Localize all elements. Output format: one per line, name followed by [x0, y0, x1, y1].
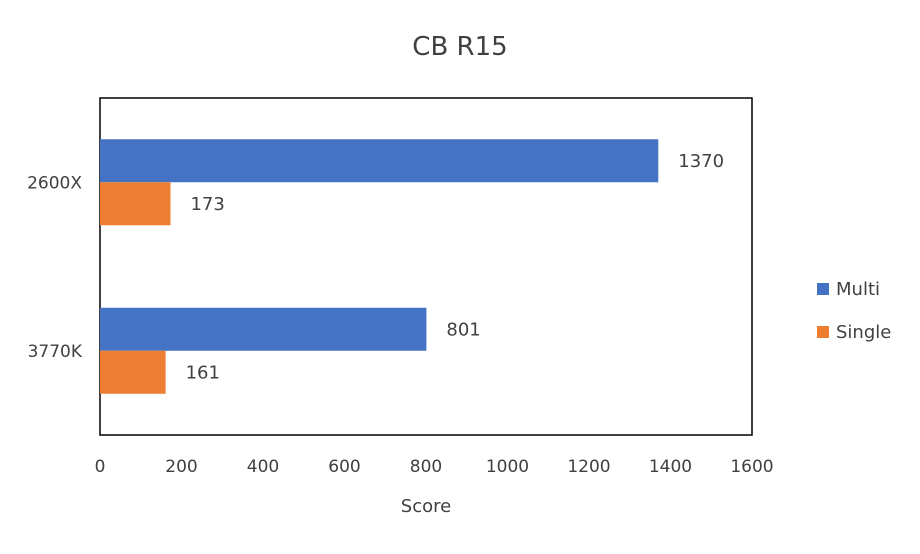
x-axis-title: Score	[401, 496, 451, 517]
legend-swatch-single	[817, 326, 829, 338]
x-axis-ticks: 0 200 400 600 800 1000 1200 1400 1600	[95, 457, 774, 477]
legend-label-multi: Multi	[836, 279, 880, 300]
x-tick-label: 800	[410, 457, 442, 477]
x-tick-label: 200	[165, 457, 197, 477]
x-tick-label: 1200	[567, 457, 610, 477]
legend: Multi Single	[817, 279, 891, 343]
category-label: 2600X	[27, 173, 82, 193]
legend-swatch-multi	[817, 283, 829, 295]
data-label: 801	[446, 319, 480, 340]
x-tick-label: 1000	[486, 457, 529, 477]
bars: 1370 173 801 161	[100, 139, 724, 394]
bar-single-2600x	[100, 182, 171, 226]
data-label: 1370	[678, 151, 724, 172]
plot-area-border	[99, 97, 753, 436]
bar-single-3770k	[100, 350, 166, 394]
x-tick-label: 0	[95, 457, 106, 477]
x-tick-label: 400	[247, 457, 279, 477]
data-label: 173	[190, 194, 224, 215]
bar-multi-2600x	[100, 139, 659, 183]
legend-label-single: Single	[836, 322, 891, 343]
data-label: 161	[186, 362, 220, 383]
bar-multi-3770k	[100, 307, 427, 351]
x-tick-label: 1600	[730, 457, 773, 477]
x-tick-label: 600	[328, 457, 360, 477]
category-labels: 2600X 3770K	[27, 173, 83, 362]
x-tick-label: 1400	[649, 457, 692, 477]
chart-title: CB R15	[412, 32, 507, 62]
category-label: 3770K	[28, 342, 83, 362]
